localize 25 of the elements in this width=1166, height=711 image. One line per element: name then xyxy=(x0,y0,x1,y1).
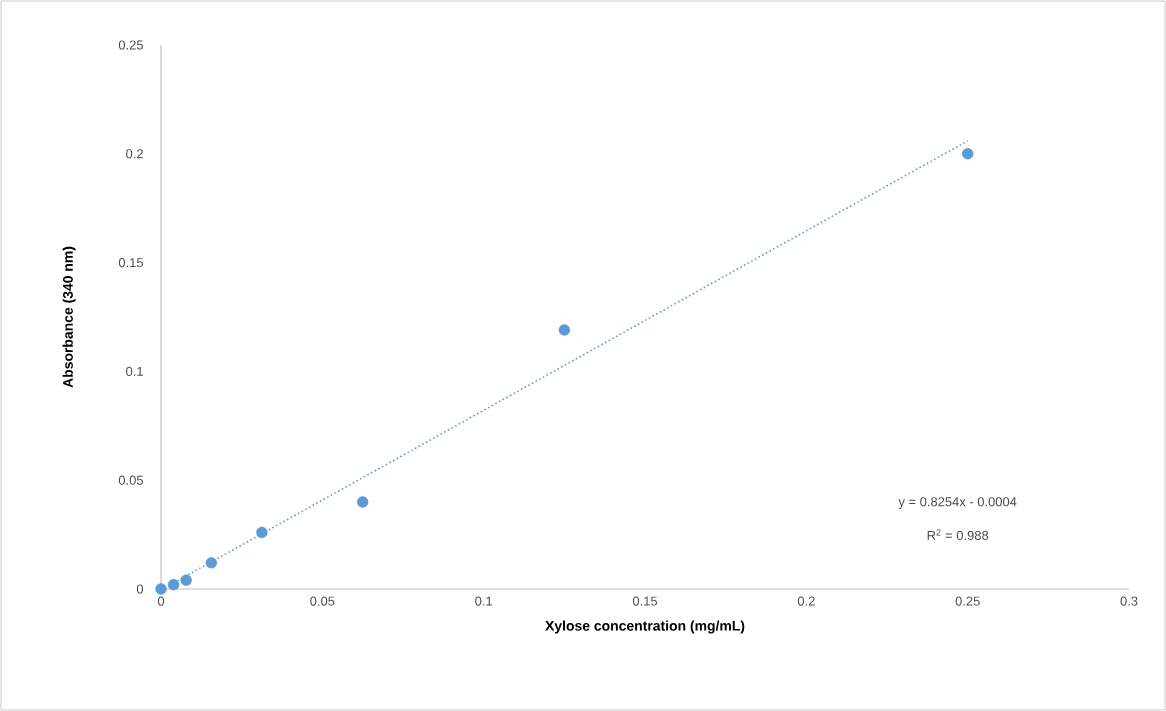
point xyxy=(357,496,369,508)
y-axis-title: Absorbance (340 nm) xyxy=(62,246,76,388)
y-tick-label: 0.15 xyxy=(118,258,143,268)
y-tick-label: 0.25 xyxy=(118,40,143,50)
x-tick-label: 0.1 xyxy=(475,596,493,606)
y-tick-label: 0.2 xyxy=(126,149,143,159)
y-tick-label: 0 xyxy=(136,584,144,594)
x-tick-label: 0 xyxy=(157,596,165,606)
point xyxy=(167,578,180,591)
point xyxy=(558,324,571,336)
point xyxy=(155,583,167,595)
y-tick-label: 0.1 xyxy=(126,366,143,376)
x-axis-title: Xylose concentration (mg/mL) xyxy=(545,620,745,634)
x-tick-label: 0.15 xyxy=(632,596,658,606)
annotation: R$^{2}$ = 0.988 xyxy=(927,529,989,540)
point xyxy=(205,557,218,569)
point xyxy=(180,574,192,586)
x-tick-label: 0.3 xyxy=(1120,596,1138,606)
x-tick-label: 0.05 xyxy=(310,596,335,606)
point xyxy=(256,526,268,539)
point xyxy=(962,148,974,160)
annotation: y = 0.8254x - 0.0004 xyxy=(898,497,1017,509)
x-tick-label: 0.25 xyxy=(955,596,980,606)
x-tick-label: 0.2 xyxy=(797,596,815,606)
y-tick-label: 0.05 xyxy=(118,475,143,485)
